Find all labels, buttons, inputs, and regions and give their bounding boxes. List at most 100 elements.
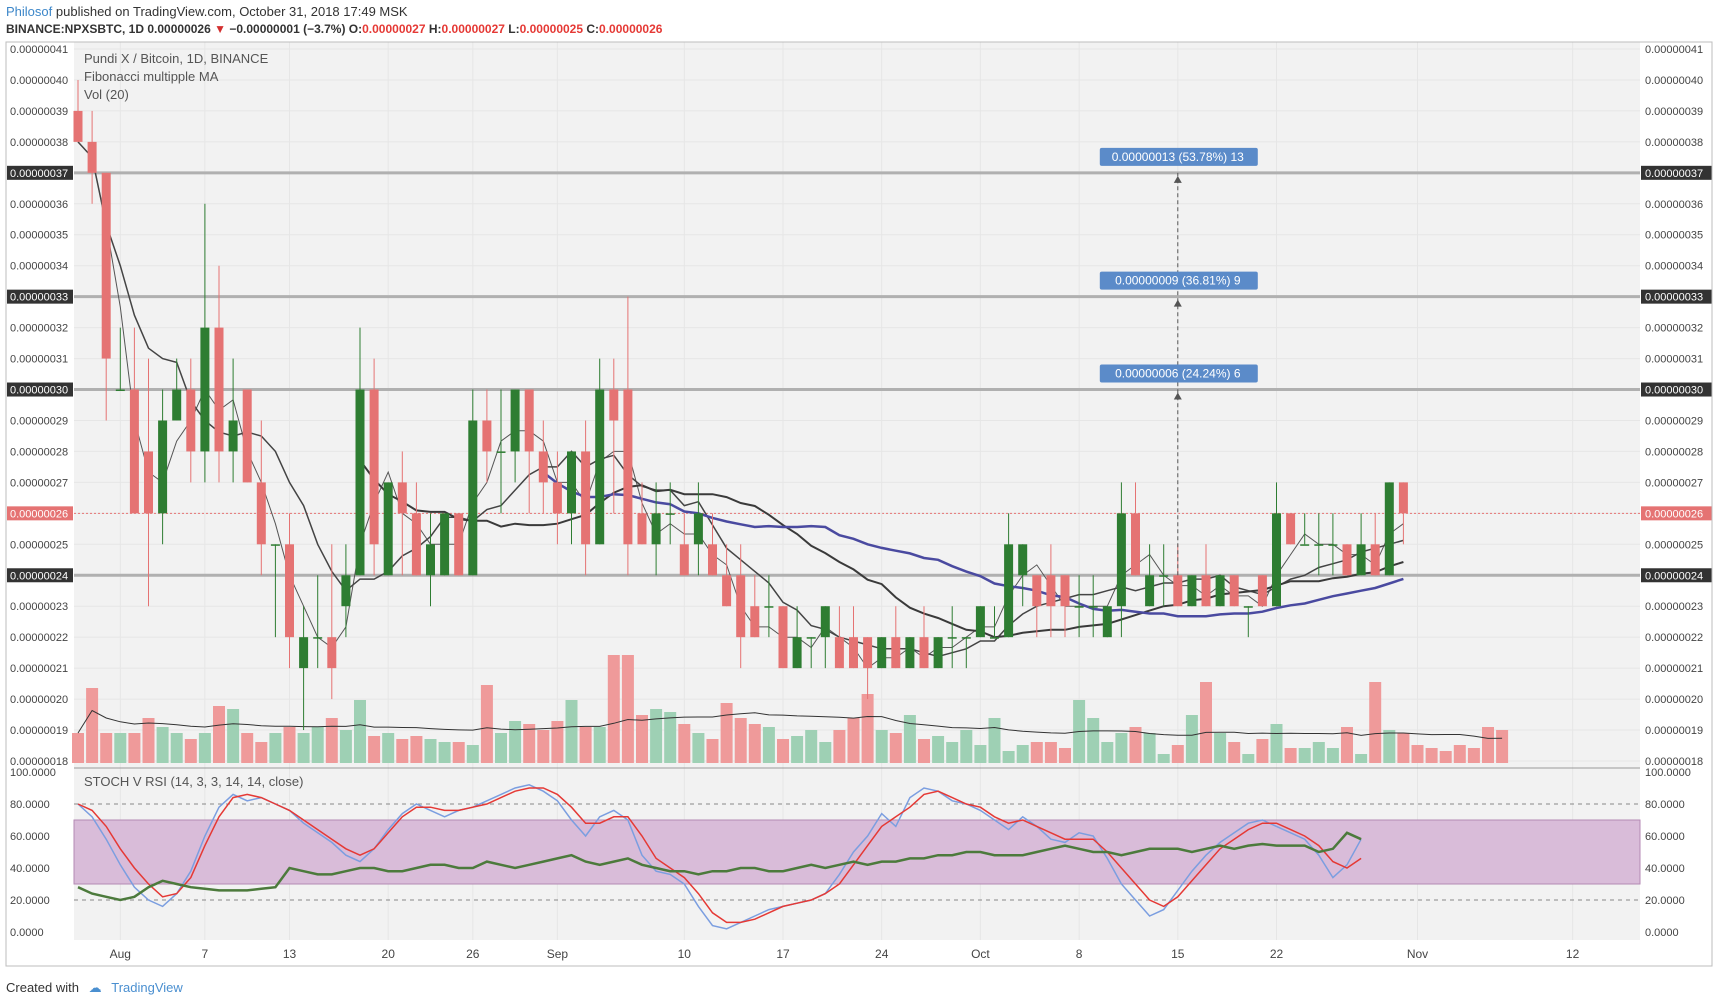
candle-body <box>87 141 97 173</box>
price-tick-right: 0.00000028 <box>1645 446 1703 458</box>
candle-body <box>496 451 506 453</box>
volume-bar <box>918 739 930 763</box>
volume-bar <box>861 694 874 763</box>
price-tick-left: 0.00000024 <box>10 570 68 582</box>
price-tick-left: 0.00000038 <box>10 137 68 149</box>
volume-bar <box>777 739 789 763</box>
candle-body <box>849 637 858 669</box>
candle-body <box>101 172 111 359</box>
price-tick-left: 0.00000041 <box>10 44 68 56</box>
volume-bar <box>720 703 733 763</box>
volume-bar <box>621 655 634 763</box>
vrsi-line <box>77 831 1362 902</box>
volume-bar <box>1185 715 1198 763</box>
oscillator-tick-left: 60.0000 <box>10 831 50 843</box>
measure-tool[interactable]: 0.00000006 (24.24%) 6 0.00000009 (36.81%)… <box>1099 147 1258 576</box>
volume-bar <box>1383 730 1396 763</box>
high-value: 0.00000027 <box>441 22 505 36</box>
volume-bar <box>1256 739 1269 763</box>
measure-label-text: 0.00000006 (24.24%) 6 <box>1115 367 1241 381</box>
candle-body <box>158 420 168 514</box>
oscillator-tick-right: 80.0000 <box>1645 799 1685 811</box>
candle-body <box>115 389 125 392</box>
volume-bar <box>1467 748 1480 763</box>
price-tick-left: 0.00000039 <box>10 106 68 118</box>
volume-bar <box>748 724 761 763</box>
price-level-tag-left <box>7 568 73 583</box>
price-tick-right: 0.00000018 <box>1645 756 1703 768</box>
last-price: 0.00000026 <box>147 22 211 36</box>
candle-body <box>651 513 661 545</box>
price-change: −0.00000001 (−3.7%) <box>229 22 346 36</box>
price-tick-right: 0.00000040 <box>1645 75 1703 87</box>
candle-body <box>355 389 365 576</box>
price-level-tag-right <box>1641 568 1712 583</box>
candle-body <box>778 606 788 669</box>
price-tick-right: 0.00000038 <box>1645 137 1703 149</box>
volume-bar <box>452 742 465 763</box>
price-level-tag-right <box>1641 165 1712 180</box>
price-level-tag-left <box>7 289 73 304</box>
candle-body <box>256 482 266 545</box>
candle-body <box>1257 575 1267 607</box>
candle-body <box>1243 606 1253 608</box>
oscillator-tick-left: 0.0000 <box>10 927 44 939</box>
oscillator-tick-right: 40.0000 <box>1645 863 1685 875</box>
candle-body <box>1060 575 1070 607</box>
volume-bar <box>170 733 183 763</box>
price-tick-right: 0.00000021 <box>1645 663 1703 675</box>
candle-body <box>426 544 435 576</box>
volume-bar <box>495 733 507 763</box>
symbol-name[interactable]: BINANCE:NPXSBTC, 1D <box>6 22 145 36</box>
legend-indicator-vol: Vol (20) <box>84 87 129 102</box>
candle-body <box>411 513 421 576</box>
time-tick-label: 17 <box>776 947 790 961</box>
volume-bar <box>847 718 860 763</box>
volume-bar <box>1115 733 1128 763</box>
oscillator-tick-left: 20.0000 <box>10 895 50 907</box>
price-tick-left: 0.00000027 <box>10 477 68 489</box>
volume-bar <box>368 736 381 763</box>
legend-indicator-ma: Fibonacci multipple MA <box>84 69 219 84</box>
volume-bar <box>339 730 352 763</box>
volume-bar <box>1214 733 1227 763</box>
candle-body <box>1159 575 1169 577</box>
candle-body <box>990 637 999 639</box>
price-tick-right: 0.00000030 <box>1645 385 1703 397</box>
measure-label-text: 0.00000009 (36.81%) 9 <box>1115 274 1241 288</box>
candle-body <box>186 389 196 452</box>
volume-bar <box>72 733 84 763</box>
candle-body <box>383 482 393 576</box>
candle-body <box>595 389 605 545</box>
price-tick-left: 0.00000029 <box>10 415 68 427</box>
volume-bar <box>1270 724 1283 763</box>
time-tick-label: Oct <box>971 947 990 961</box>
volume-bar <box>1425 748 1438 763</box>
oscillator-tick-left: 40.0000 <box>10 863 50 875</box>
oscillator-tick-left: 100.0000 <box>10 767 56 779</box>
candle-body <box>1074 606 1084 608</box>
volume-bar <box>1002 751 1015 763</box>
candle-body <box>708 544 717 576</box>
oscillator-tick-left: 80.0000 <box>10 799 50 811</box>
price-tick-right: 0.00000022 <box>1645 632 1703 644</box>
candle-body <box>73 110 83 142</box>
volume-bar <box>1059 748 1071 763</box>
time-tick-label: 22 <box>1270 947 1284 961</box>
volume-bar <box>791 736 804 763</box>
volume-bar <box>734 718 747 763</box>
tradingview-link[interactable]: TradingView <box>111 980 183 995</box>
price-tick-left: 0.00000023 <box>10 601 68 613</box>
volume-bars <box>72 655 1509 763</box>
candle-body <box>1145 575 1155 607</box>
oscillator-tick-right: 100.0000 <box>1645 767 1691 779</box>
author-link[interactable]: Philosof <box>6 4 53 19</box>
price-tick-right: 0.00000032 <box>1645 323 1703 335</box>
candle-body <box>299 637 309 669</box>
price-tick-left: 0.00000030 <box>10 385 68 397</box>
candle-body <box>1384 482 1394 576</box>
volume-ma-line <box>77 709 1503 739</box>
volume-bar <box>128 733 141 763</box>
candle-body <box>270 544 280 546</box>
